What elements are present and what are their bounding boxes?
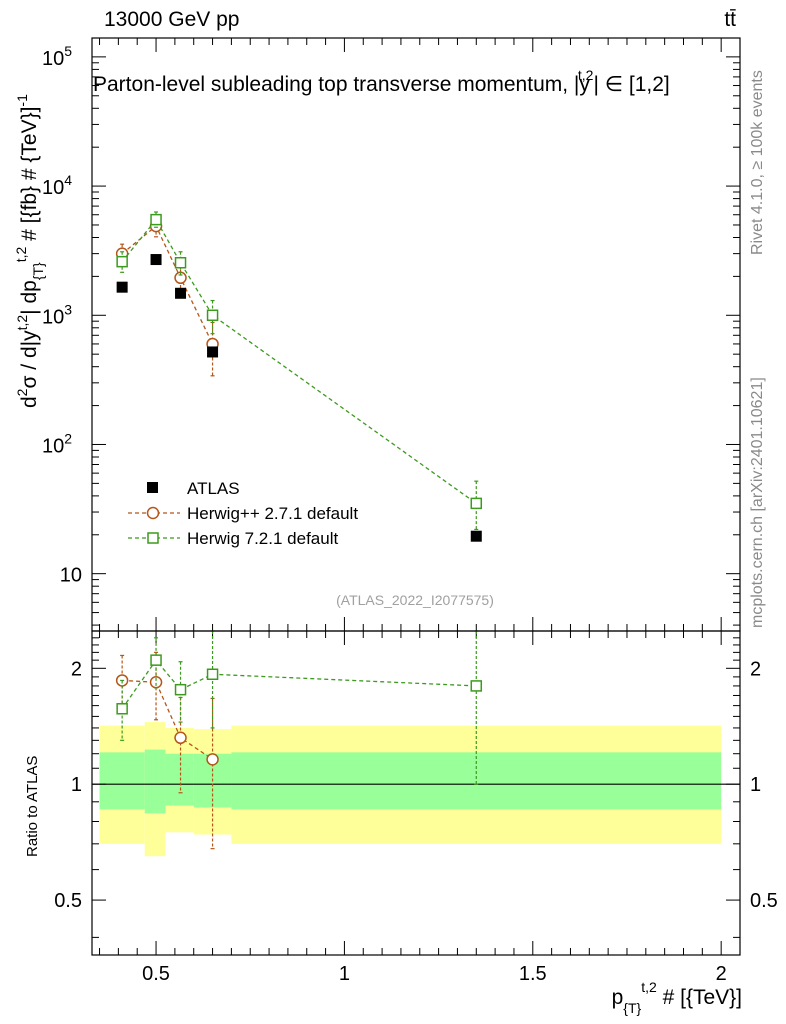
main-data-point (470, 530, 482, 542)
uncertainty-band-stat (99, 752, 145, 810)
rivet-version-text: Rivet 4.1.0, ≥ 100k events (749, 70, 766, 255)
main-data-point (207, 346, 219, 358)
ratio-mc-point (174, 731, 187, 745)
ratio-y-tick-label: 0.5 (54, 890, 82, 912)
legend: ATLAS Herwig++ 2.7.1 default Herwig 7.2.… (128, 479, 358, 548)
uncertainty-band-stat (231, 752, 722, 810)
ratio-mc-point (206, 668, 219, 681)
ratio-series-line (122, 679, 213, 760)
main-mc-point (470, 497, 483, 510)
ratio-frame (91, 630, 741, 956)
ratio-mc-point (150, 654, 162, 666)
ratio-y-axis-label: Ratio to ATLAS (24, 756, 41, 857)
main-mc-point (206, 309, 219, 322)
main-mc-point (174, 257, 187, 269)
ratio-panel: 2 2 1 1 0.5 0.5 0.5 1 1.5 2 (54, 630, 778, 985)
main-data-point (150, 254, 162, 266)
ratio-y-tick-label: 2 (71, 658, 82, 680)
main-series-line (121, 218, 477, 504)
ratio-y-tick-label-right: 2 (750, 658, 761, 680)
main-y-tick-label: 104 (42, 172, 72, 199)
uncertainty-band-stat (144, 749, 166, 814)
header-energy: 13000 GeV pp (104, 8, 239, 31)
main-y-tick-label: 103 (42, 301, 72, 328)
x-axis-label: p{T}t,2 # [{TeV}] (612, 979, 742, 1016)
ratio-mc-point (174, 683, 187, 696)
ratio-y-tick-label-right: 1 (750, 774, 761, 796)
main-data-point (175, 287, 187, 299)
ratio-mc-point (206, 753, 219, 766)
legend-atlas-label: ATLAS (187, 479, 240, 498)
main-mc-point (150, 213, 162, 226)
main-y-axis-label: d2σ / d|yt,2| dp{T}t,2 # [{fb} # {TeV}]-… (13, 94, 46, 408)
x-tick-label: 0.5 (142, 963, 170, 985)
main-mc-point (116, 255, 128, 268)
legend-atlas-marker (147, 482, 158, 493)
ratio-mc-point (470, 680, 483, 692)
analysis-reference: (ATLAS_2022_I2077575) (336, 592, 494, 608)
uncertainty-band-stat (165, 753, 194, 806)
x-tick-label: 1 (339, 963, 350, 985)
legend-herwig7-label: Herwig 7.2.1 default (187, 529, 338, 548)
main-series-line (121, 225, 214, 345)
ratio-mc-point (116, 703, 128, 715)
main-title: Parton-level subleading top transverse m… (93, 67, 670, 96)
ratio-y-tick-label: 1 (71, 774, 82, 796)
legend-herwig7-marker (147, 532, 159, 544)
mcplots-text: mcplots.cern.ch [arXiv:2401.10621] (749, 377, 766, 628)
header-process: tt̄ (724, 8, 736, 31)
main-y-tick-label: 105 (42, 43, 72, 70)
legend-herwigpp-label: Herwig++ 2.7.1 default (187, 504, 358, 523)
main-y-tick-label: 10 (60, 565, 82, 587)
main-panel: 105 104 103 102 10 (42, 38, 740, 631)
x-tick-label: 1.5 (519, 963, 547, 985)
main-data-point (116, 281, 128, 293)
legend-herwigpp-marker (146, 506, 160, 520)
x-tick-label: 2 (716, 963, 727, 985)
ratio-y-tick-label-right: 0.5 (750, 890, 778, 912)
main-y-tick-label: 102 (42, 430, 72, 457)
